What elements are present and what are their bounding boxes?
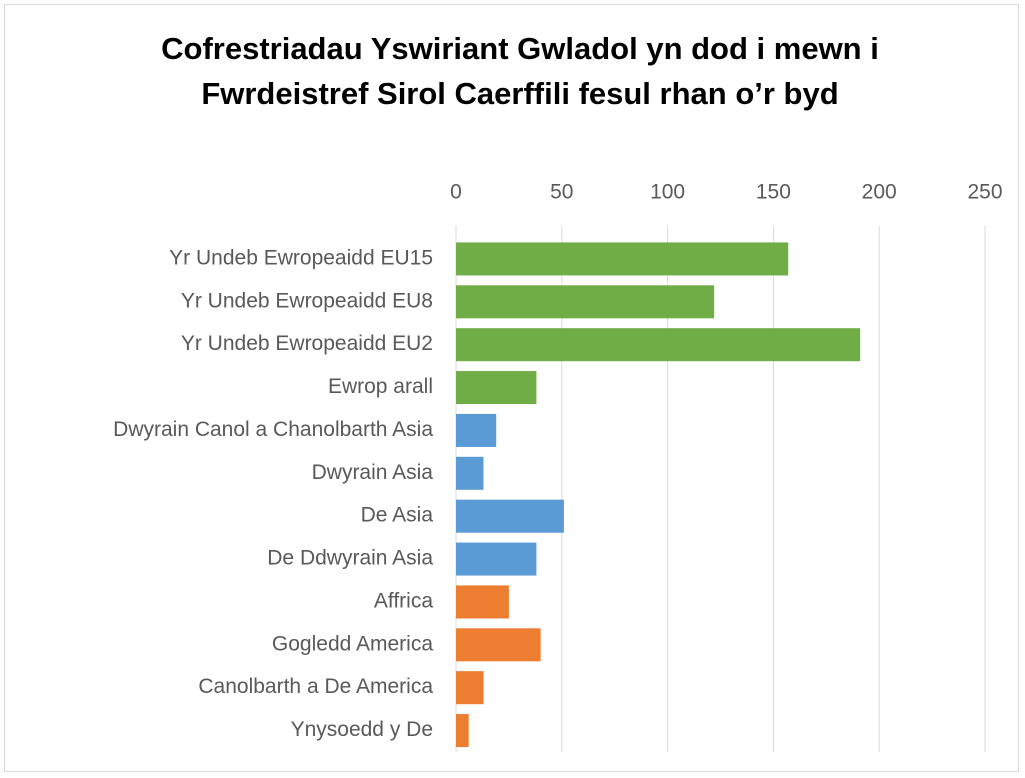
x-tick-label: 150 — [756, 181, 791, 204]
x-tick-label: 250 — [967, 181, 1002, 204]
y-tick-label: Affrica — [374, 589, 433, 612]
x-tick-label: 0 — [450, 181, 462, 204]
y-tick-label: Yr Undeb Ewropeaidd EU2 — [181, 332, 433, 355]
bar — [456, 328, 861, 362]
y-tick-label: Ewrop arall — [328, 375, 433, 398]
chart-title: Cofrestriadau Yswiriant Gwladol yn dod i… — [161, 31, 879, 111]
x-tick-label: 200 — [862, 181, 897, 204]
bar — [456, 242, 789, 276]
bar — [456, 585, 509, 619]
y-tick-label: Gogledd America — [272, 632, 433, 655]
y-tick-label: Dwyrain Canol a Chanolbarth Asia — [113, 418, 433, 441]
bar — [456, 285, 715, 319]
y-tick-label: Yr Undeb Ewropeaidd EU15 — [169, 246, 433, 269]
bar — [456, 499, 564, 533]
y-tick-label: Ynysoedd y De — [291, 718, 433, 741]
bar — [456, 456, 484, 490]
y-tick-label: Dwyrain Asia — [312, 461, 434, 484]
x-tick-label: 50 — [550, 181, 573, 204]
y-tick-label: Canolbarth a De America — [198, 675, 433, 698]
chart-frame — [4, 4, 1019, 772]
bar — [456, 628, 541, 662]
y-tick-label: De Ddwyrain Asia — [267, 547, 433, 570]
bar — [456, 413, 497, 447]
y-tick-label: De Asia — [361, 504, 434, 527]
bar — [456, 542, 537, 576]
x-tick-label: 100 — [650, 181, 685, 204]
bar — [456, 671, 484, 705]
bar — [456, 371, 537, 405]
bar — [456, 714, 469, 748]
y-tick-label: Yr Undeb Ewropeaidd EU8 — [181, 289, 433, 312]
